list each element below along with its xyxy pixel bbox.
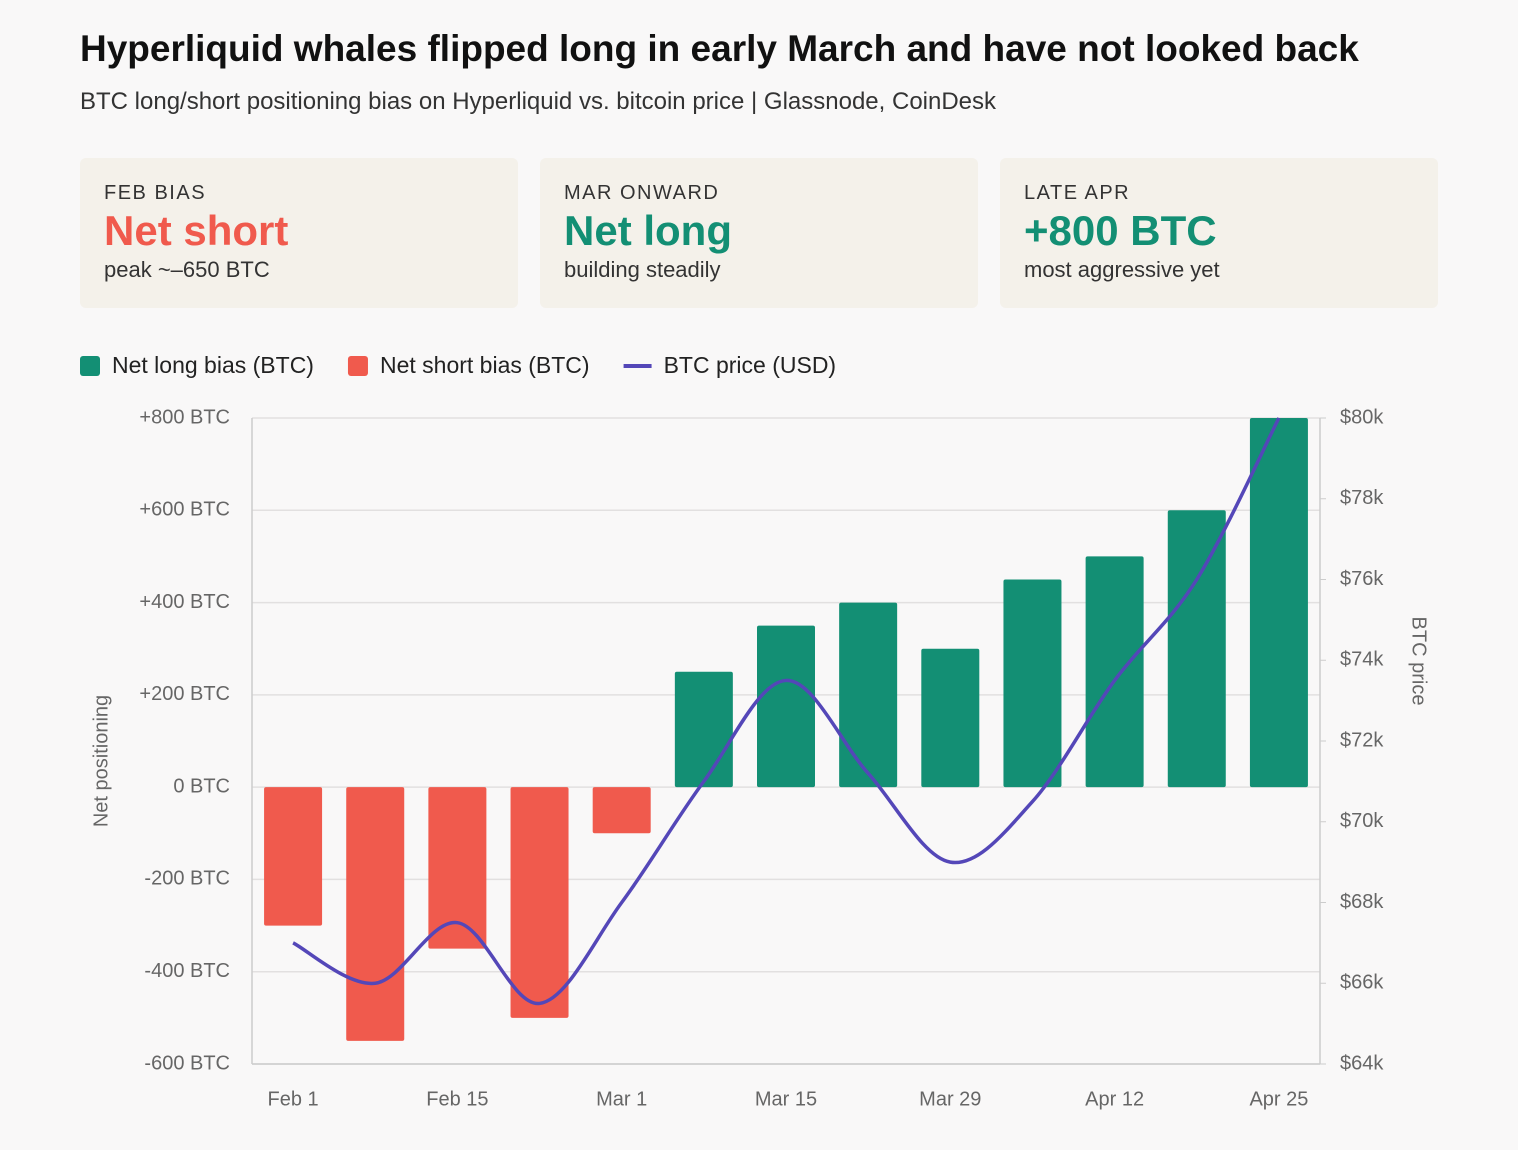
card-value: +800 BTC — [1024, 207, 1217, 254]
legend-label: Net long bias (BTC) — [112, 352, 314, 378]
legend-swatch — [347, 356, 368, 376]
y-tick-label: -400 BTC — [144, 960, 230, 982]
y-tick-label: +400 BTC — [139, 591, 230, 613]
card-label: MAR ONWARD — [564, 182, 720, 204]
card-label: LATE APR — [1024, 182, 1131, 204]
x-tick-label: Apr 25 — [1249, 1088, 1308, 1110]
y-tick-label: +200 BTC — [139, 683, 230, 705]
bar — [757, 625, 815, 788]
chart-subtitle: BTC long/short positioning bias on Hyper… — [80, 88, 997, 115]
x-tick-label: Feb 15 — [426, 1088, 488, 1110]
y2-tick-label: $80k — [1340, 406, 1384, 428]
legend-swatch — [80, 356, 100, 376]
x-tick-label: Feb 1 — [267, 1088, 318, 1110]
y2-tick-label: $74k — [1340, 649, 1384, 671]
y-axis-title: Net positioning — [90, 695, 112, 827]
card-note: building steadily — [564, 257, 721, 282]
bar — [1003, 579, 1062, 788]
bar — [674, 671, 733, 788]
y2-tick-label: $64k — [1340, 1052, 1384, 1074]
y-tick-label: -600 BTC — [144, 1052, 230, 1074]
stat-card: LATE APR +800 BTC most aggressive yet — [1000, 158, 1438, 308]
y2-tick-label: $76k — [1340, 568, 1384, 590]
y2-axis-title: BTC price — [1408, 617, 1430, 706]
chart-title: Hyperliquid whales flipped long in early… — [80, 28, 1359, 69]
stat-card: FEB BIAS Net short peak ~–650 BTC — [80, 158, 518, 308]
y-tick-label: +600 BTC — [139, 499, 230, 521]
bar — [346, 787, 405, 1041]
y-tick-label: -200 BTC — [144, 868, 230, 890]
bar — [510, 787, 569, 1018]
y2-tick-label: $70k — [1340, 810, 1384, 832]
legend-label: Net short bias (BTC) — [380, 352, 590, 378]
y2-tick-label: $66k — [1340, 972, 1384, 994]
y-tick-label: +800 BTC — [139, 406, 230, 428]
bar — [839, 602, 898, 788]
bar — [428, 787, 487, 949]
card-value: Net long — [564, 207, 732, 254]
y2-tick-label: $78k — [1340, 487, 1384, 509]
card-note: peak ~–650 BTC — [104, 257, 270, 282]
bar — [921, 648, 980, 788]
bar — [592, 787, 651, 834]
x-tick-label: Mar 29 — [919, 1088, 981, 1110]
bar — [1085, 556, 1144, 788]
stat-card: MAR ONWARD Net long building steadily — [540, 158, 978, 308]
card-note: most aggressive yet — [1024, 257, 1220, 282]
x-tick-label: Mar 1 — [596, 1088, 647, 1110]
legend-label: BTC price (USD) — [664, 352, 837, 378]
y2-tick-label: $72k — [1340, 729, 1384, 751]
bar — [1167, 510, 1226, 788]
y-tick-label: 0 BTC — [173, 775, 230, 797]
price-line — [292, 417, 1281, 1006]
y2-tick-label: $68k — [1340, 891, 1384, 913]
card-label: FEB BIAS — [104, 182, 207, 204]
bar — [1249, 418, 1308, 788]
x-tick-label: Apr 12 — [1085, 1088, 1144, 1110]
card-value: Net short — [104, 207, 289, 254]
x-tick-label: Mar 15 — [755, 1088, 817, 1110]
bar — [264, 787, 323, 926]
